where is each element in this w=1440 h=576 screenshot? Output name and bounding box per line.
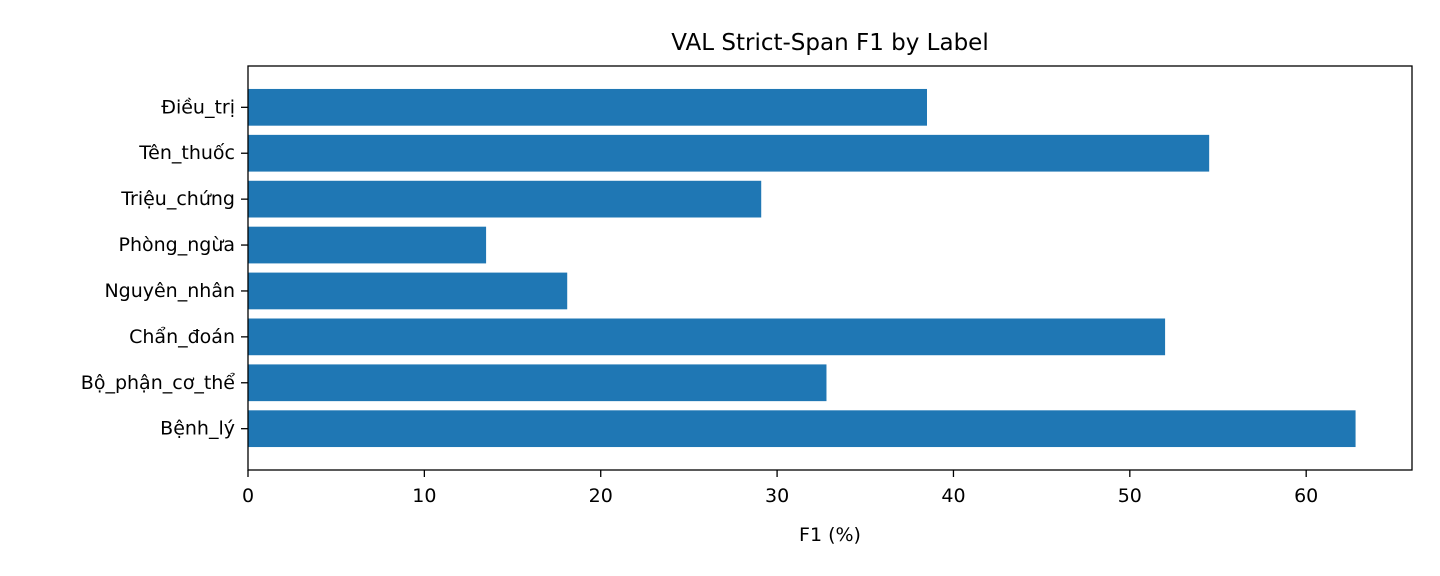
bar-8 — [248, 88, 927, 126]
x-tick-label: 60 — [1294, 485, 1318, 507]
y-tick-label: Bệnh_lý — [160, 418, 235, 440]
y-tick-label: Nguyên_nhân — [104, 280, 235, 302]
y-tick-label: Tên_thuốc — [138, 142, 235, 164]
bar-5 — [248, 226, 487, 264]
y-tick-label: Phòng_ngừa — [118, 234, 235, 256]
x-axis: 0 10 20 30 40 50 60 — [242, 470, 1318, 507]
x-tick-label: 50 — [1118, 485, 1142, 507]
bars-group — [248, 88, 1356, 448]
y-tick-label: Bộ_phận_cơ_thể — [81, 372, 236, 394]
x-tick-label: 20 — [589, 485, 613, 507]
bar-6 — [248, 180, 762, 218]
y-tick-label: Triệu_chứng — [120, 188, 235, 210]
plot-frame — [247, 65, 1413, 471]
x-tick-label: 0 — [242, 485, 254, 507]
x-tick-label: 40 — [941, 485, 965, 507]
x-tick-label: 30 — [765, 485, 789, 507]
bar-4 — [248, 272, 568, 310]
bar-7 — [248, 134, 1210, 172]
bar-1 — [248, 410, 1356, 448]
y-tick-label: Điều_trị — [161, 96, 235, 118]
y-tick-label: Chẩn_đoán — [129, 326, 235, 348]
chart-title: VAL Strict-Span F1 by Label — [671, 30, 988, 56]
x-tick-label: 10 — [412, 485, 436, 507]
x-axis-label: F1 (%) — [799, 524, 861, 546]
y-axis: Bệnh_lý Bộ_phận_cơ_thể Chẩn_đoán Nguyên_nhâ… — [81, 96, 248, 440]
bar-3 — [248, 318, 1166, 356]
bar-2 — [248, 364, 827, 402]
